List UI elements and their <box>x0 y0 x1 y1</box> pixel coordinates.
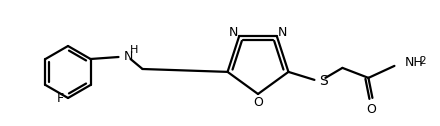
Text: F: F <box>57 92 64 105</box>
Text: NH: NH <box>404 56 423 69</box>
Text: H: H <box>129 45 138 55</box>
Text: N: N <box>229 26 238 39</box>
Text: S: S <box>319 74 328 88</box>
Text: O: O <box>367 103 376 116</box>
Text: 2: 2 <box>419 56 426 66</box>
Text: N: N <box>278 26 287 39</box>
Text: O: O <box>253 96 263 109</box>
Text: N: N <box>124 50 133 62</box>
